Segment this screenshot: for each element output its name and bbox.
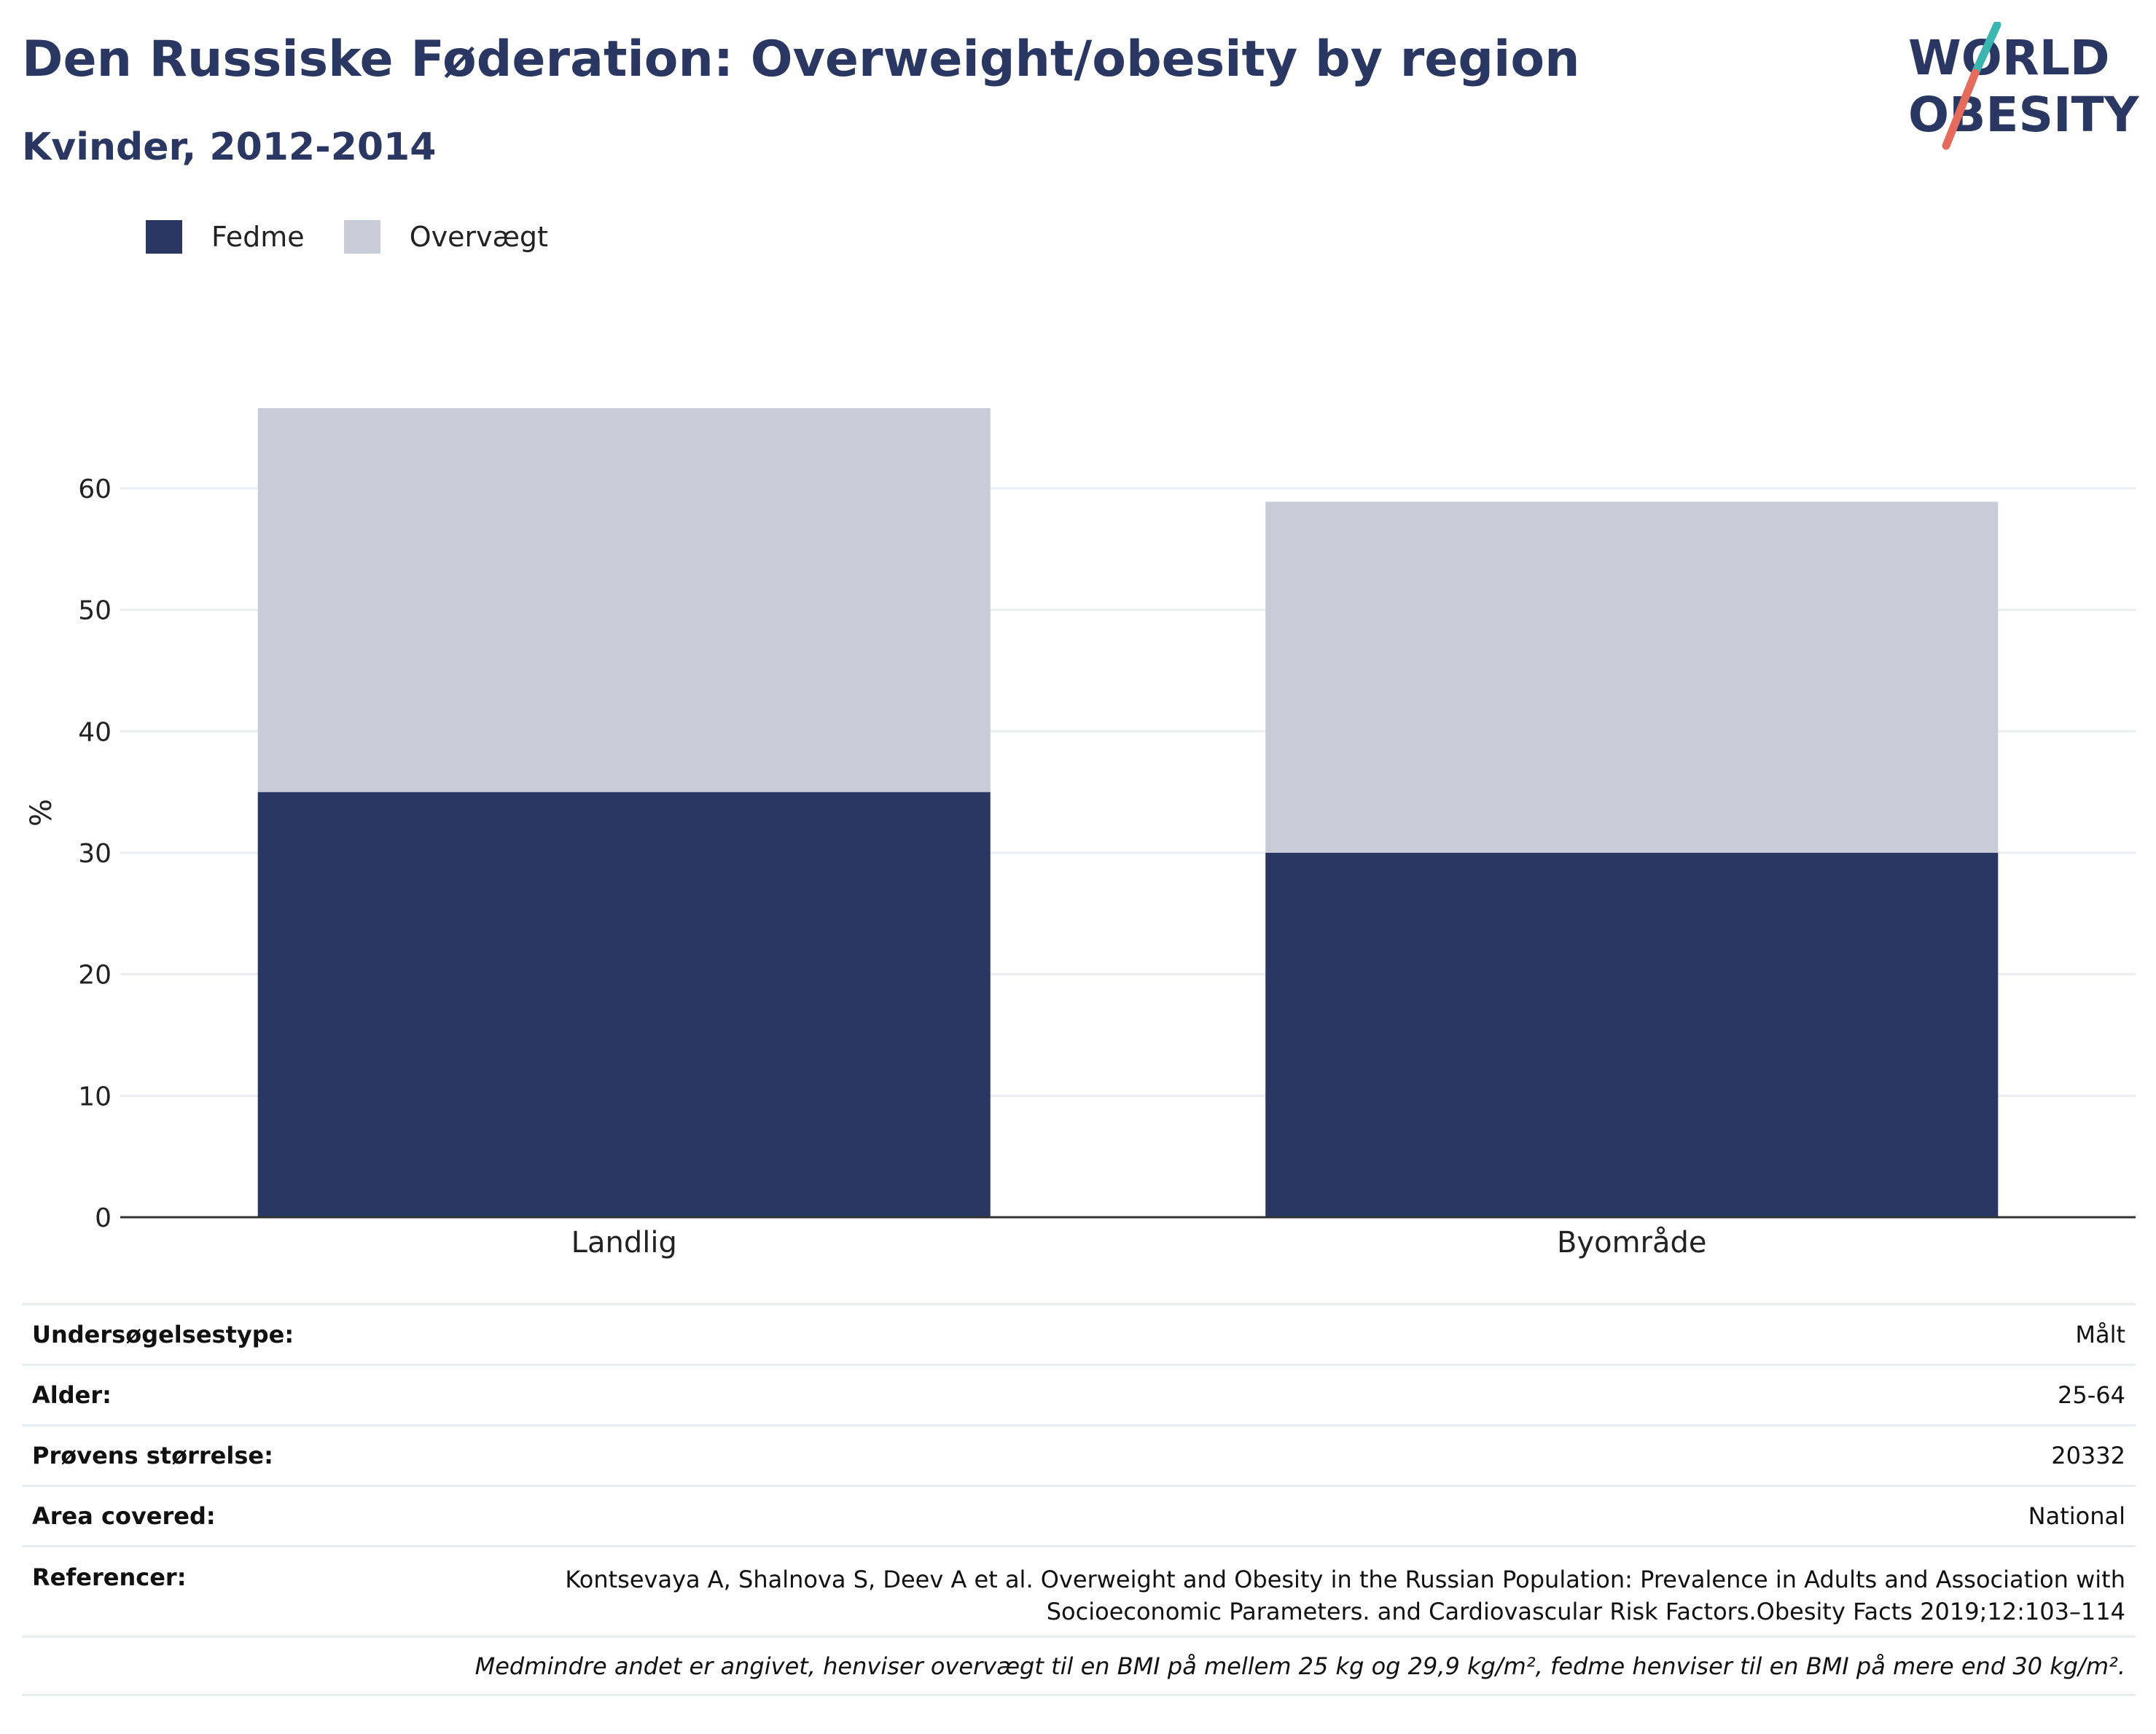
info-key: Alder: <box>32 1381 112 1409</box>
y-tick-label: 50 <box>78 596 112 626</box>
info-value: National <box>2028 1502 2125 1530</box>
y-tick-label: 40 <box>78 717 112 747</box>
world-obesity-logo: WORLD OBESITY <box>1908 22 2140 150</box>
info-key: Undersøgelsestype: <box>32 1321 294 1348</box>
y-tick-label: 60 <box>78 474 112 504</box>
info-row-sample-size: Prøvens størrelse: 20332 <box>22 1424 2136 1485</box>
y-tick-label: 20 <box>78 961 112 991</box>
references-line-1: Kontsevaya A, Shalnova S, Deev A et al. … <box>565 1566 2125 1593</box>
x-tick-label: Byområde <box>1557 1226 1707 1260</box>
legend-item-overvaegt[interactable]: Overvægt <box>343 220 548 254</box>
info-row-age: Alder: 25-64 <box>22 1364 2136 1424</box>
logo-slash-top-icon <box>1971 22 2001 77</box>
chart-title: Den Russiske Føderation: Overweight/obes… <box>22 31 1580 88</box>
legend-swatch-overvaegt <box>343 220 380 254</box>
info-value: Målt <box>2075 1321 2125 1348</box>
y-tick-label: 0 <box>95 1203 112 1233</box>
stacked-bar-chart: 0 10 20 30 40 50 60% Landlig Byområde <box>25 408 2136 1260</box>
chart-subtitle: Kvinder, 2012-2014 <box>22 125 437 169</box>
bmi-note: Medmindre andet er angivet, henviser ove… <box>474 1652 2125 1680</box>
legend-label-fedme: Fedme <box>211 221 305 253</box>
y-tick-label: 30 <box>78 839 112 869</box>
y-tick-label: 10 <box>78 1082 112 1112</box>
logo-line2: OBESITY <box>1908 87 2140 143</box>
info-table: Undersøgelsestype: Målt Alder: 25-64 Prø… <box>22 1303 2136 1696</box>
info-row-references: Referencer: Kontsevaya A, Shalnova S, De… <box>22 1545 2136 1636</box>
logo-slash-bottom-icon <box>1942 69 1980 150</box>
legend-swatch-fedme <box>146 220 182 254</box>
x-tick-label: Landlig <box>571 1226 677 1260</box>
info-row-survey-type: Undersøgelsestype: Målt <box>22 1303 2136 1364</box>
bar-overvaegt <box>1265 501 1999 853</box>
info-value: 25-64 <box>2058 1381 2125 1409</box>
info-row-note: Medmindre andet er angivet, henviser ove… <box>22 1636 2136 1696</box>
references-line-2: Socioeconomic Parameters. and Cardiovasc… <box>1046 1598 2125 1625</box>
logo-line1: WORLD <box>1908 30 2110 86</box>
legend: Fedme Overvægt <box>146 217 587 257</box>
bar-fedme <box>1265 853 1999 1217</box>
y-axis-label: % <box>25 799 58 827</box>
info-row-area: Area covered: National <box>22 1485 2136 1545</box>
legend-item-fedme[interactable]: Fedme <box>146 220 305 254</box>
legend-label-overvaegt: Overvægt <box>409 221 548 253</box>
references-text: Kontsevaya A, Shalnova S, Deev A et al. … <box>449 1563 2125 1628</box>
bar-overvaegt <box>257 408 991 792</box>
info-key: Prøvens størrelse: <box>32 1442 273 1469</box>
info-key: Referencer: <box>32 1563 187 1591</box>
info-key: Area covered: <box>32 1502 216 1530</box>
bar-fedme <box>257 792 991 1217</box>
info-value: 20332 <box>2051 1442 2125 1469</box>
